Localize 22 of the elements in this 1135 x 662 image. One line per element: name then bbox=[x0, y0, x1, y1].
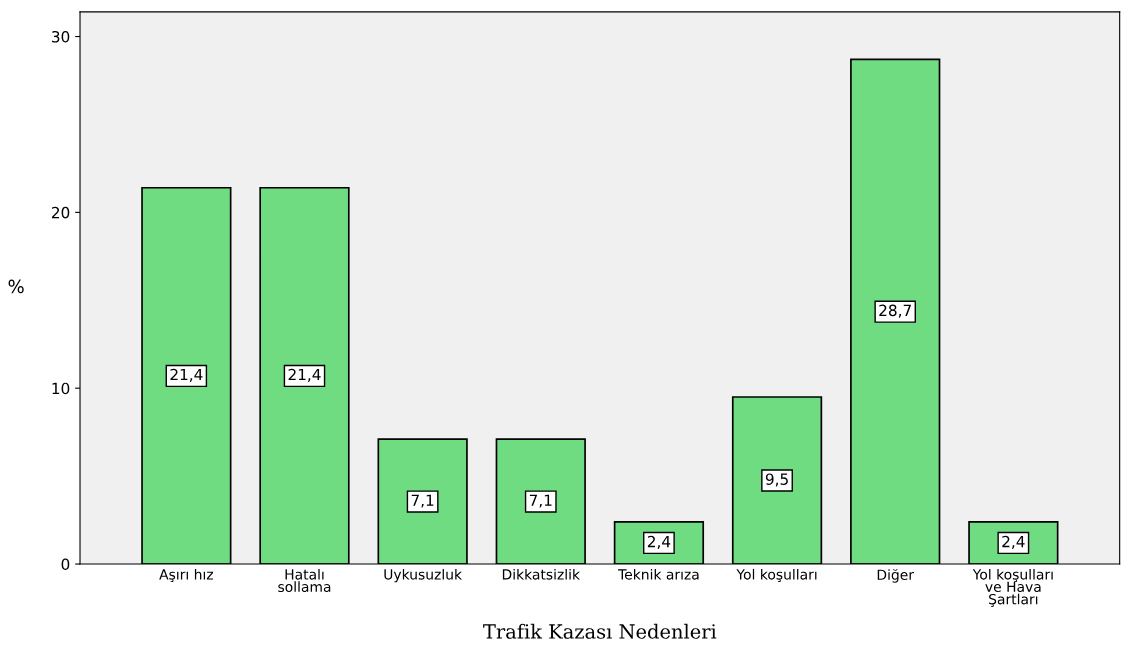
x-tick-label: Yol koşulları bbox=[736, 568, 817, 583]
data-label: 21,4 bbox=[170, 368, 203, 382]
y-tick-label: 10 bbox=[52, 382, 70, 395]
x-tick-label: Yol koşulları ve Hava Şartları bbox=[972, 568, 1053, 607]
data-label: 7,1 bbox=[411, 494, 434, 508]
y-tick-label: 20 bbox=[51, 206, 70, 219]
data-label: 9,5 bbox=[765, 473, 788, 487]
x-tick-label: Dikkatsizlik bbox=[502, 568, 580, 580]
x-tick-label: Hatalı sollama bbox=[278, 568, 331, 593]
data-label: 28,7 bbox=[879, 304, 911, 318]
y-tick-label: 30 bbox=[52, 31, 70, 43]
x-tick-label: Teknik arıza bbox=[618, 568, 699, 580]
y-axis-title: % bbox=[8, 279, 24, 294]
data-label: 2,4 bbox=[1002, 535, 1025, 549]
data-label: 21,4 bbox=[288, 368, 321, 382]
data-label: 7,1 bbox=[529, 494, 552, 508]
x-axis-title: Trafik Kazası Nedenleri bbox=[483, 623, 717, 639]
y-tick-label: 0 bbox=[61, 558, 70, 571]
x-tick-label: Uykusuzluk bbox=[384, 568, 463, 583]
data-label: 2,4 bbox=[647, 535, 671, 549]
x-tick-label: Aşırı hız bbox=[159, 568, 214, 583]
x-tick-label: Diğer bbox=[877, 568, 915, 583]
